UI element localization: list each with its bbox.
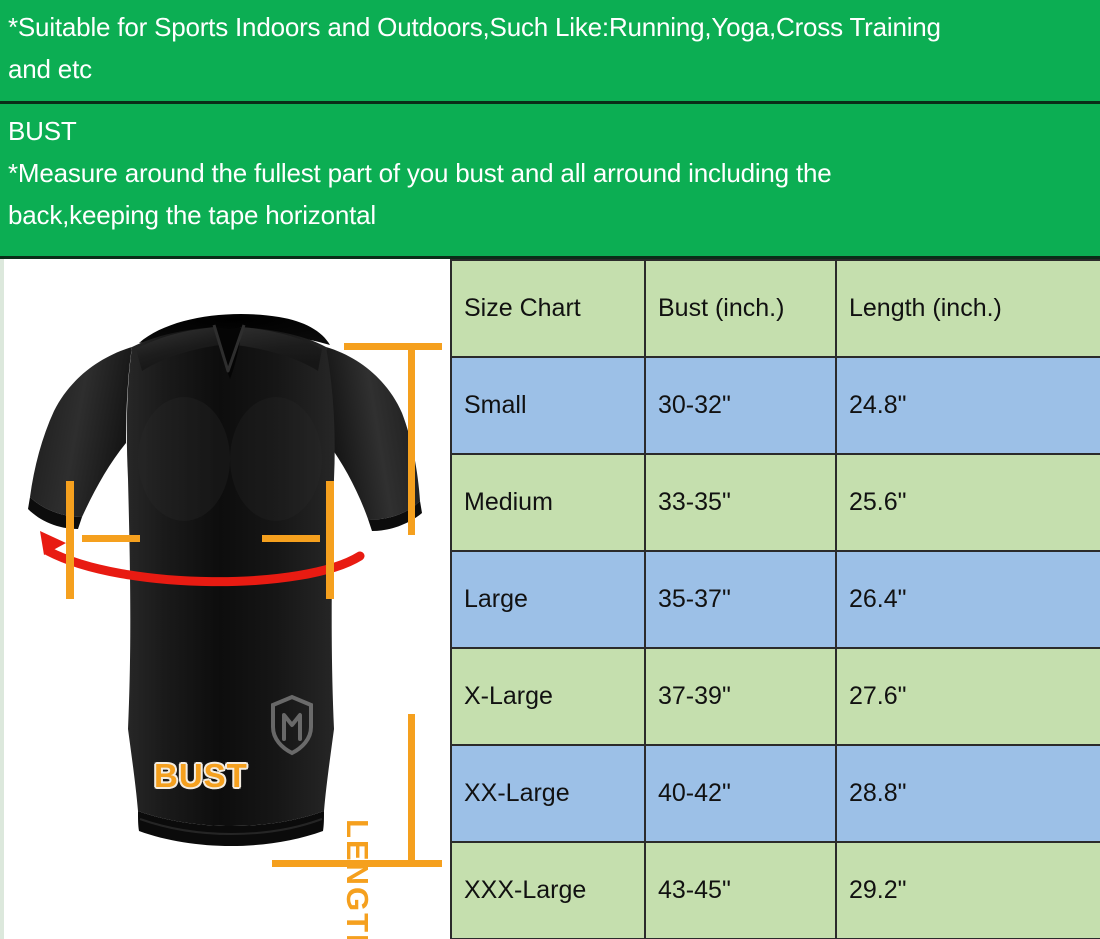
bust-heading: BUST — [8, 116, 77, 146]
table-row: Small 30-32" 24.8" — [450, 356, 1100, 455]
cell-size: Large — [450, 550, 646, 649]
cell-size: XX-Large — [450, 744, 646, 843]
cell-bust: 33-35" — [644, 453, 837, 552]
cell-length: 29.2" — [835, 841, 1100, 939]
bust-instructions-banner: BUST *Measure around the fullest part of… — [0, 104, 1100, 259]
table-row: Medium 33-35" 25.6" — [450, 453, 1100, 552]
brand-logo-icon — [271, 694, 313, 756]
table-row: X-Large 37-39" 27.6" — [450, 647, 1100, 746]
activities-line-2: and etc — [8, 54, 92, 84]
cell-bust: 43-45" — [644, 841, 837, 939]
cell-size: Medium — [450, 453, 646, 552]
activities-line-1: *Suitable for Sports Indoors and Outdoor… — [8, 12, 941, 42]
bust-instruction-line-2: back,keeping the tape horizontal — [8, 200, 376, 230]
header-length-inch: Length (inch.) — [835, 259, 1100, 358]
cell-bust: 37-39" — [644, 647, 837, 746]
cell-bust: 30-32" — [644, 356, 837, 455]
bust-instruction-line-1: *Measure around the fullest part of you … — [8, 158, 832, 188]
cell-length: 25.6" — [835, 453, 1100, 552]
header-size-chart: Size Chart — [450, 259, 646, 358]
cell-bust: 40-42" — [644, 744, 837, 843]
size-chart-table: Size Chart Bust (inch.) Length (inch.) S… — [450, 259, 1100, 939]
table-header-row: Size Chart Bust (inch.) Length (inch.) — [450, 259, 1100, 358]
activities-banner: *Suitable for Sports Indoors and Outdoor… — [0, 0, 1100, 104]
header-bust-inch: Bust (inch.) — [644, 259, 837, 358]
cell-length: 24.8" — [835, 356, 1100, 455]
cell-size: X-Large — [450, 647, 646, 746]
cell-length: 28.8" — [835, 744, 1100, 843]
cell-length: 27.6" — [835, 647, 1100, 746]
length-measure-label: LENGTH — [340, 819, 375, 939]
cell-size: Small — [450, 356, 646, 455]
cell-size: XXX-Large — [450, 841, 646, 939]
garment-photo-panel: BUST LENGTH — [0, 259, 450, 939]
cell-bust: 35-37" — [644, 550, 837, 649]
table-row: XX-Large 40-42" 28.8" — [450, 744, 1100, 843]
table-row: XXX-Large 43-45" 29.2" — [450, 841, 1100, 939]
table-row: Large 35-37" 26.4" — [450, 550, 1100, 649]
cell-length: 26.4" — [835, 550, 1100, 649]
